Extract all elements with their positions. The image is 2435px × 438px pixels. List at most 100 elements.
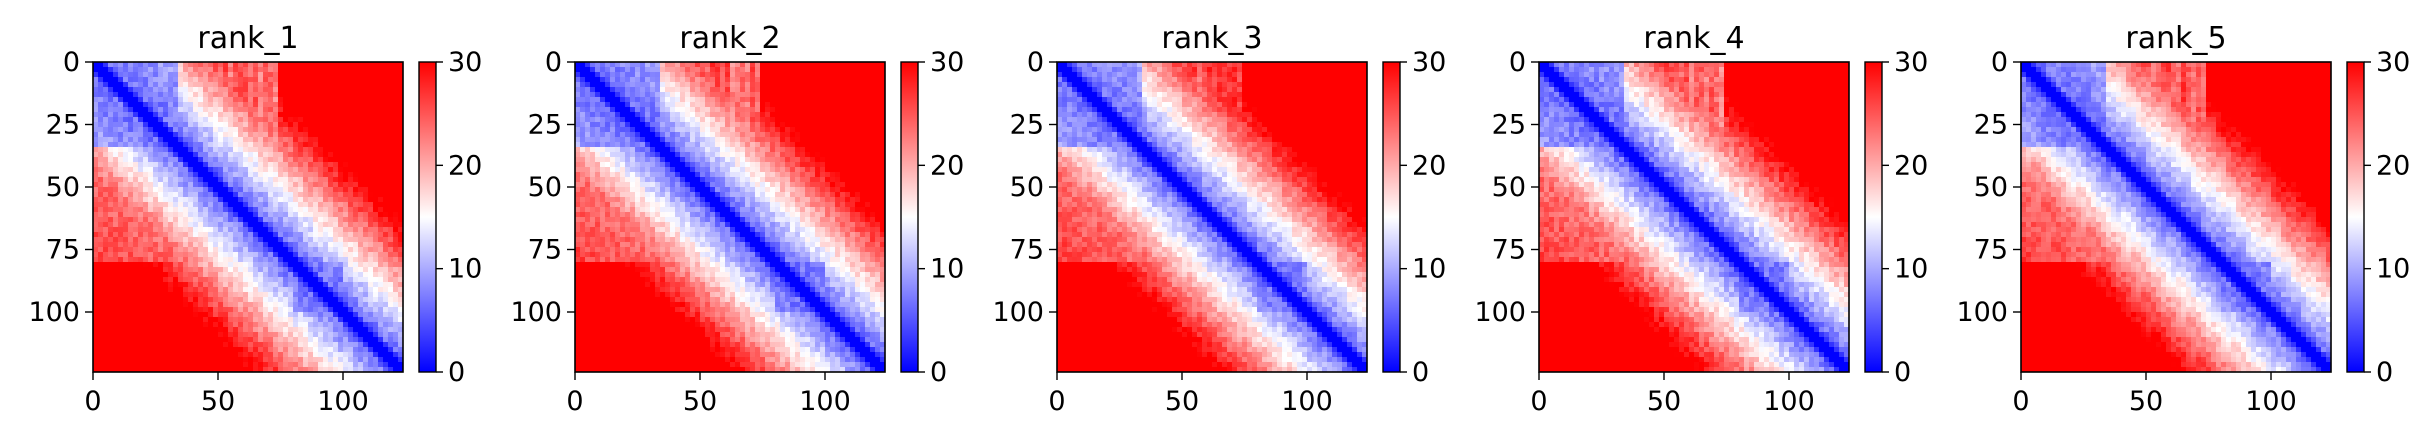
heatmap-cell [870,72,876,78]
heatmap-cell [93,207,99,213]
heatmap-cell [303,77,309,83]
heatmap-cell [233,357,239,363]
heatmap-cell [303,352,309,358]
heatmap-cell [128,337,134,343]
heatmap-cell [715,132,721,138]
heatmap-cell [153,267,159,273]
heatmap-cell [725,72,731,78]
heatmap-cell [178,232,184,238]
heatmap-cell [108,282,114,288]
heatmap-cell [103,222,109,228]
heatmap-cell [363,202,369,208]
heatmap-cell [343,347,349,353]
heatmap-cell [363,312,369,318]
heatmap-cell [865,97,871,103]
heatmap-cell [323,292,329,298]
heatmap-cell [333,197,339,203]
heatmap-cell [133,142,139,148]
heatmap-cell [715,112,721,118]
heatmap-cell [268,157,274,163]
heatmap-cell [268,77,274,83]
heatmap-cell [358,112,364,118]
heatmap-cell [850,77,856,83]
heatmap-cell [273,232,279,238]
heatmap-cell [800,117,806,123]
heatmap-cell [293,167,299,173]
heatmap-cell [840,147,846,153]
heatmap-cell [143,152,149,158]
heatmap-cell [208,197,214,203]
heatmap-cell [348,197,354,203]
heatmap-cell [338,337,344,343]
heatmap-cell [875,137,881,143]
panel-rank_2: rank_202550751000 50 1000102030 [510,21,964,417]
heatmap-cell [168,87,174,93]
heatmap-cell [795,82,801,88]
heatmap-cell [258,87,264,93]
heatmap-cell [313,217,319,223]
heatmap-cell [183,257,189,263]
heatmap-cell [258,272,264,278]
heatmap-cell [258,242,264,248]
heatmap-cell [308,147,314,153]
heatmap-cell [670,137,676,143]
heatmap-cell [323,282,329,288]
heatmap-cell [163,362,169,368]
heatmap-cell [263,77,269,83]
heatmap-cell [353,112,359,118]
heatmap-cell [343,167,349,173]
heatmap-cell [328,282,334,288]
heatmap-cell [358,67,364,73]
heatmap-cell [353,77,359,83]
heatmap-cell [213,132,219,138]
heatmap-cell [193,182,199,188]
heatmap-cell [223,297,229,303]
heatmap-cell [393,87,399,93]
heatmap-cell [118,162,124,168]
heatmap-cell [328,177,334,183]
heatmap-cell [103,172,109,178]
heatmap-cell [103,132,109,138]
heatmap-cell [178,152,184,158]
heatmap-cell [660,77,666,83]
heatmap-cell [343,317,349,323]
heatmap-cell [298,92,304,98]
heatmap-cell [203,197,209,203]
heatmap-cell [870,67,876,73]
heatmap-cell [378,292,384,298]
heatmap-cell [293,212,299,218]
heatmap-cell [860,142,866,148]
heatmap-cell [383,117,389,123]
heatmap-cell [273,62,279,68]
heatmap-cell [143,232,149,238]
heatmap-cell [770,132,776,138]
heatmap-cell [640,92,646,98]
heatmap-cell [308,287,314,293]
heatmap-cell [258,142,264,148]
heatmap-cell [93,292,99,298]
heatmap-cell [153,167,159,173]
y-tick-label: 100 [28,297,80,328]
heatmap-cell [298,292,304,298]
heatmap-cell [98,162,104,168]
heatmap-cell [133,212,139,218]
heatmap-cell [278,302,284,308]
heatmap-cell [258,117,264,123]
heatmap-cell [103,212,109,218]
heatmap-cell [308,217,314,223]
heatmap-cell [298,277,304,283]
heatmap-cell [198,272,204,278]
heatmap-cell [338,322,344,328]
heatmap-cell [98,172,104,178]
heatmap-cell [273,147,279,153]
heatmap-cell [303,162,309,168]
heatmap-cell [188,252,194,258]
heatmap-cell [373,172,379,178]
heatmap-cell [358,237,364,243]
heatmap-cell [128,237,134,243]
heatmap-cell [775,87,781,93]
heatmap-cell [253,117,259,123]
heatmap-cell [363,142,369,148]
heatmap-cell [128,322,134,328]
heatmap-cell [575,97,581,103]
